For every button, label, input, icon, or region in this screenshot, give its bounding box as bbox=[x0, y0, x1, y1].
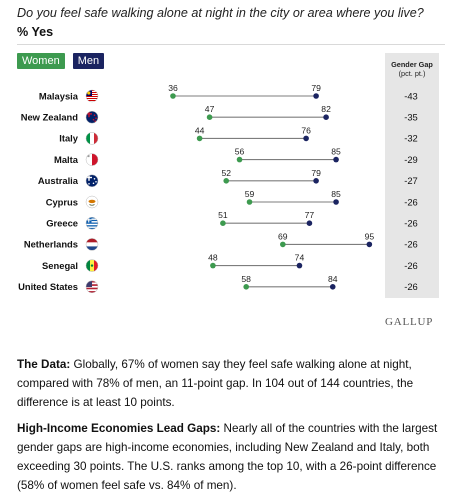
gap-value-australia: -27 bbox=[404, 175, 418, 186]
women-value-malta: 56 bbox=[235, 147, 245, 157]
women-point-netherlands bbox=[280, 241, 286, 248]
women-value-cyprus: 59 bbox=[245, 189, 255, 199]
men-point-malta bbox=[333, 156, 339, 163]
men-point-australia bbox=[313, 178, 319, 184]
men-value-greece: 77 bbox=[305, 210, 315, 220]
women-value-australia: 52 bbox=[221, 168, 231, 178]
greece-flag-icon bbox=[85, 216, 99, 230]
senegal-flag-icon bbox=[85, 259, 99, 272]
gap-value-netherlands: -26 bbox=[404, 239, 418, 250]
men-point-italy bbox=[303, 135, 309, 142]
chart-subtitle: % Yes bbox=[17, 25, 54, 39]
women-point-united-states bbox=[243, 284, 249, 290]
men-value-new-zealand: 82 bbox=[321, 104, 331, 114]
gender-gap-panel bbox=[385, 53, 439, 298]
men-point-new-zealand bbox=[323, 114, 329, 120]
country-label-malaysia: Malaysia bbox=[39, 90, 79, 101]
country-label-cyprus: Cyprus bbox=[46, 196, 78, 207]
men-value-cyprus: 85 bbox=[331, 189, 341, 199]
men-point-united-states bbox=[329, 284, 336, 290]
men-point-netherlands bbox=[366, 241, 373, 248]
legend-women: Women bbox=[17, 53, 65, 69]
gap-value-cyprus: -26 bbox=[404, 196, 418, 207]
italy-flag-icon bbox=[85, 132, 99, 145]
women-point-senegal bbox=[210, 262, 216, 269]
netherlands-flag-icon bbox=[85, 238, 99, 251]
chart-question: Do you feel safe walking alone at night … bbox=[17, 6, 424, 20]
gap-value-malta: -29 bbox=[404, 154, 418, 165]
gap-value-italy: -32 bbox=[404, 133, 418, 144]
country-label-new-zealand: New Zealand bbox=[21, 112, 79, 123]
cyprus-flag-icon bbox=[85, 195, 99, 209]
legend: Women Men bbox=[17, 53, 105, 69]
gaps-paragraph: High-Income Economies Lead Gaps: Nearly … bbox=[17, 419, 447, 495]
gaps-text: Nearly all of the countries with the lar… bbox=[17, 422, 438, 492]
women-point-malaysia bbox=[170, 93, 176, 99]
gap-value-united-states: -26 bbox=[404, 281, 418, 292]
women-value-italy: 44 bbox=[195, 125, 205, 135]
women-point-new-zealand bbox=[206, 114, 213, 120]
men-value-italy: 76 bbox=[301, 125, 311, 135]
men-value-malta: 85 bbox=[331, 147, 341, 157]
men-point-malaysia bbox=[313, 93, 319, 99]
country-label-united-states: United States bbox=[18, 281, 78, 292]
women-point-malta bbox=[236, 156, 243, 163]
men-point-senegal bbox=[296, 262, 303, 269]
men-value-australia: 79 bbox=[311, 168, 321, 178]
country-label-italy: Italy bbox=[59, 133, 79, 144]
women-point-italy bbox=[196, 135, 203, 142]
gap-value-new-zealand: -35 bbox=[404, 112, 418, 123]
new-zealand-flag-icon bbox=[85, 110, 99, 124]
country-label-greece: Greece bbox=[46, 218, 78, 229]
women-value-greece: 51 bbox=[218, 210, 228, 220]
gender-gap-header: Gender Gap (pct. pt.) bbox=[385, 60, 439, 78]
malta-flag-icon bbox=[85, 153, 99, 166]
women-value-senegal: 48 bbox=[208, 253, 218, 263]
gender-gap-unit: (pct. pt.) bbox=[398, 69, 426, 78]
data-text: Globally, 67% of women say they feel saf… bbox=[17, 358, 414, 409]
gap-value-greece: -26 bbox=[404, 218, 418, 229]
women-value-malaysia: 36 bbox=[168, 83, 178, 93]
united-states-flag-icon bbox=[85, 280, 99, 294]
women-point-greece bbox=[220, 220, 226, 226]
men-point-cyprus bbox=[333, 199, 339, 205]
women-point-australia bbox=[223, 178, 230, 184]
country-label-netherlands: Netherlands bbox=[24, 239, 78, 250]
malaysia-flag-icon bbox=[85, 89, 99, 103]
men-value-netherlands: 95 bbox=[365, 231, 375, 241]
australia-flag-icon bbox=[85, 174, 99, 188]
gallup-logo: GALLUP bbox=[385, 316, 434, 328]
header-divider bbox=[17, 44, 445, 45]
data-heading: The Data: bbox=[17, 358, 71, 371]
country-label-senegal: Senegal bbox=[42, 260, 78, 271]
dumbbell-chart: Malaysia 36 79 -43 New Zealand 47 82 -35 Italy 44… bbox=[18, 83, 418, 294]
women-point-cyprus bbox=[246, 199, 253, 205]
men-point-greece bbox=[306, 220, 313, 226]
women-value-new-zealand: 47 bbox=[205, 104, 215, 114]
country-label-malta: Malta bbox=[54, 154, 79, 165]
gender-gap-title: Gender Gap bbox=[391, 60, 433, 69]
women-value-united-states: 58 bbox=[241, 274, 251, 284]
gaps-heading: High-Income Economies Lead Gaps: bbox=[17, 422, 221, 435]
men-value-senegal: 74 bbox=[295, 253, 305, 263]
women-value-netherlands: 69 bbox=[278, 231, 288, 241]
legend-men: Men bbox=[72, 53, 105, 69]
men-value-malaysia: 79 bbox=[311, 83, 321, 93]
gap-value-senegal: -26 bbox=[404, 260, 418, 271]
data-paragraph: The Data: Globally, 67% of women say the… bbox=[17, 355, 447, 412]
country-label-australia: Australia bbox=[38, 175, 79, 186]
gap-value-malaysia: -43 bbox=[404, 90, 418, 101]
men-value-united-states: 84 bbox=[328, 274, 338, 284]
